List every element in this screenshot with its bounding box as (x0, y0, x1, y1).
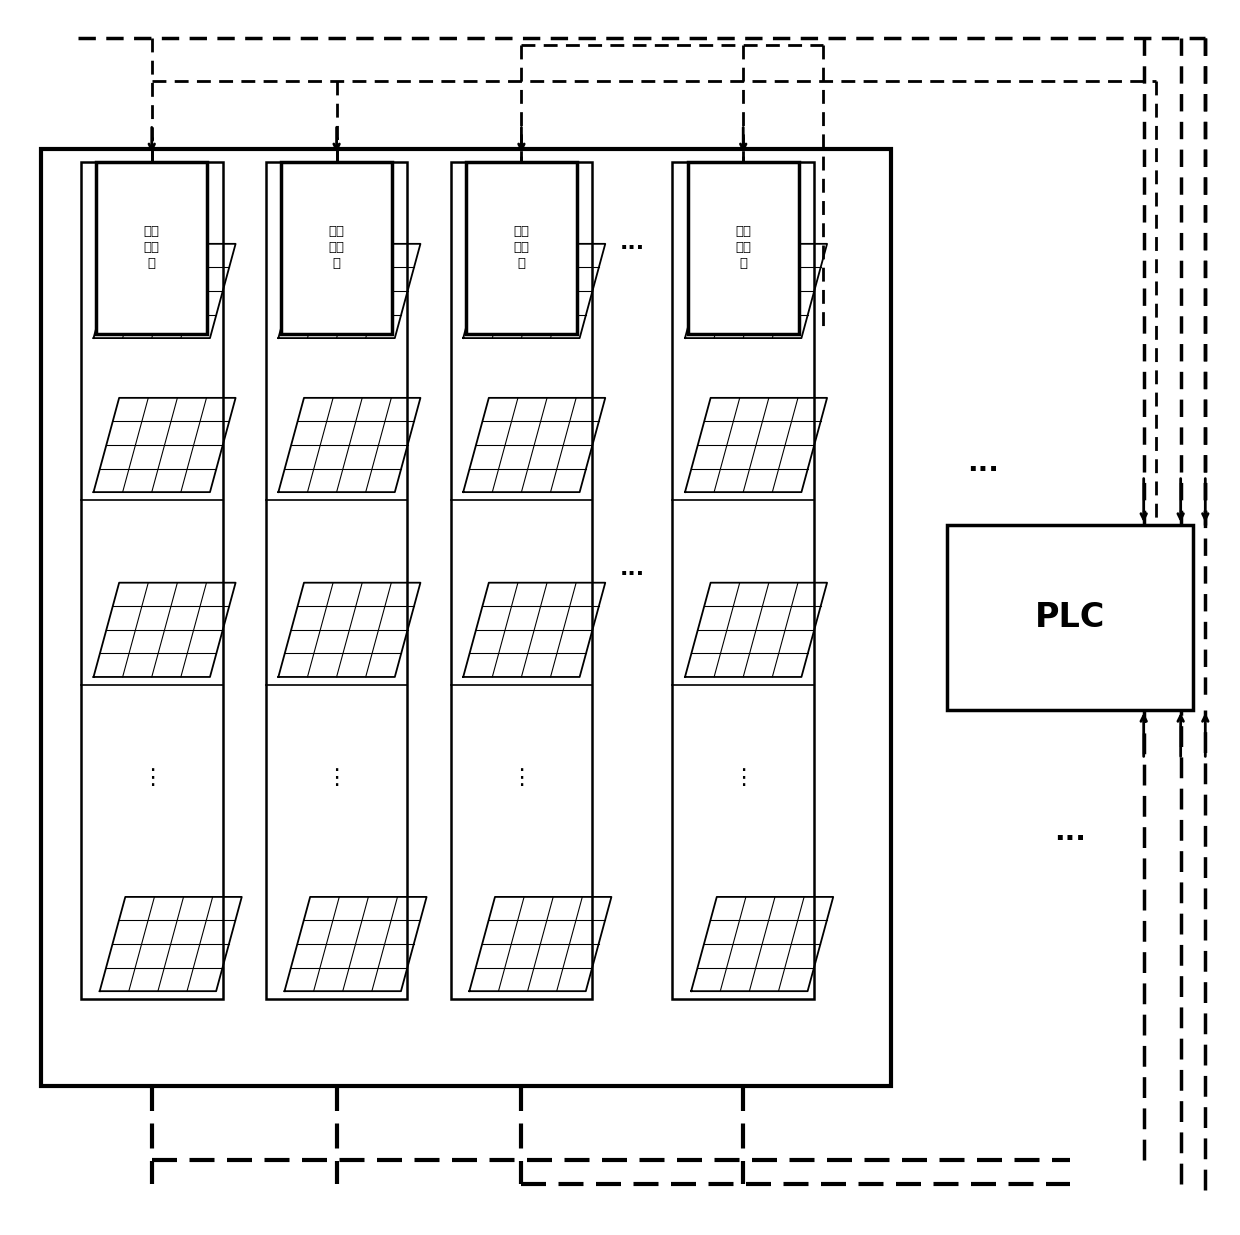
FancyBboxPatch shape (265, 162, 408, 999)
Text: 旁路
继电
器: 旁路 继电 器 (513, 225, 529, 270)
Text: ···: ··· (967, 456, 999, 484)
Text: ···: ··· (620, 564, 645, 584)
Text: 旁路
继电
器: 旁路 继电 器 (329, 225, 345, 270)
FancyBboxPatch shape (450, 162, 593, 999)
FancyBboxPatch shape (41, 149, 892, 1086)
Text: ⋮: ⋮ (140, 768, 162, 788)
FancyBboxPatch shape (688, 162, 799, 335)
Text: ⋮: ⋮ (325, 768, 347, 788)
Text: 旁路
继电
器: 旁路 继电 器 (144, 225, 160, 270)
FancyBboxPatch shape (97, 162, 207, 335)
Text: PLC: PLC (1034, 601, 1105, 634)
Text: ⋮: ⋮ (511, 768, 532, 788)
Text: ···: ··· (620, 238, 645, 258)
Text: ···: ··· (1054, 825, 1086, 853)
FancyBboxPatch shape (281, 162, 392, 335)
FancyBboxPatch shape (466, 162, 577, 335)
FancyBboxPatch shape (672, 162, 815, 999)
FancyBboxPatch shape (81, 162, 223, 999)
Text: 旁路
继电
器: 旁路 继电 器 (735, 225, 751, 270)
Text: ⋮: ⋮ (732, 768, 754, 788)
FancyBboxPatch shape (946, 525, 1193, 710)
